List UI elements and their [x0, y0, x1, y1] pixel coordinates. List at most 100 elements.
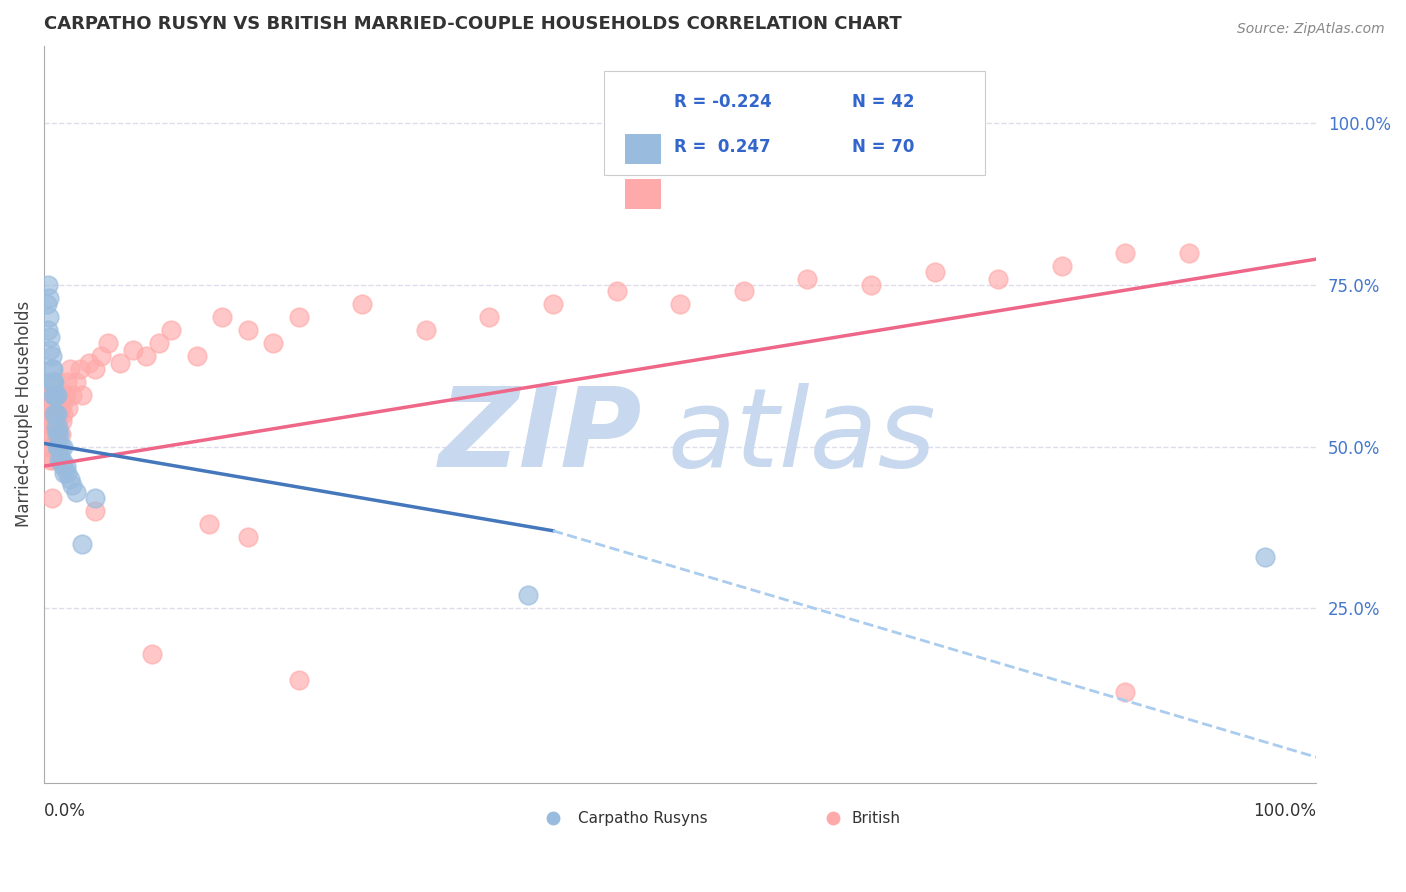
Point — [49, 452, 72, 467]
Point — [55, 388, 77, 402]
Point — [35, 388, 58, 402]
Text: Carpatho Rusyns: Carpatho Rusyns — [578, 811, 709, 826]
Text: N = 70: N = 70 — [852, 138, 914, 156]
Point — [37, 323, 59, 337]
Point — [160, 323, 183, 337]
Point — [45, 375, 67, 389]
Point — [38, 440, 60, 454]
Point — [211, 310, 233, 325]
Text: N = 42: N = 42 — [852, 93, 914, 111]
Point — [859, 277, 882, 292]
Point — [58, 401, 80, 415]
Point — [987, 271, 1010, 285]
Text: 100.0%: 100.0% — [1253, 802, 1316, 820]
Point — [84, 362, 107, 376]
Point — [60, 478, 83, 492]
Point — [352, 297, 374, 311]
Bar — [626, 134, 661, 163]
Text: atlas: atlas — [668, 383, 936, 490]
Point — [42, 440, 65, 454]
Point — [49, 401, 72, 415]
Point — [45, 440, 67, 454]
Text: British: British — [852, 811, 901, 826]
Point — [198, 517, 221, 532]
Point — [51, 452, 73, 467]
Point — [41, 349, 63, 363]
Point — [45, 420, 67, 434]
Point — [41, 362, 63, 376]
Point — [72, 537, 94, 551]
Bar — [626, 178, 661, 209]
Point — [35, 297, 58, 311]
Point — [42, 388, 65, 402]
Text: CARPATHO RUSYN VS BRITISH MARRIED-COUPLE HOUSEHOLDS CORRELATION CHART: CARPATHO RUSYN VS BRITISH MARRIED-COUPLE… — [44, 15, 901, 33]
Text: R = -0.224: R = -0.224 — [673, 93, 772, 111]
Point — [606, 285, 628, 299]
Point — [53, 394, 76, 409]
Point — [49, 426, 72, 441]
Point — [38, 310, 60, 325]
Point — [1114, 245, 1136, 260]
Point — [135, 349, 157, 363]
Point — [42, 362, 65, 376]
Point — [262, 336, 284, 351]
Point — [42, 375, 65, 389]
Point — [46, 420, 69, 434]
Point — [52, 388, 75, 402]
Point — [37, 277, 59, 292]
Point — [236, 530, 259, 544]
Point — [48, 388, 70, 402]
Point — [48, 408, 70, 422]
Point — [49, 440, 72, 454]
Point — [45, 388, 67, 402]
Point — [1178, 245, 1201, 260]
Point — [1254, 549, 1277, 564]
Point — [38, 291, 60, 305]
Point — [52, 459, 75, 474]
Point — [41, 408, 63, 422]
Y-axis label: Married-couple Households: Married-couple Households — [15, 301, 32, 527]
Point — [65, 485, 87, 500]
Point — [148, 336, 170, 351]
Point — [84, 491, 107, 506]
Point — [44, 388, 66, 402]
Point — [37, 426, 59, 441]
Point — [1050, 259, 1073, 273]
Point — [44, 408, 66, 422]
Point — [733, 285, 755, 299]
Point — [41, 491, 63, 506]
Text: ZIP: ZIP — [439, 383, 643, 490]
Point — [236, 323, 259, 337]
Point — [46, 388, 69, 402]
Point — [90, 349, 112, 363]
Point — [58, 472, 80, 486]
Point — [48, 452, 70, 467]
Point — [478, 310, 501, 325]
Point — [541, 297, 564, 311]
Point — [45, 414, 67, 428]
Point — [45, 408, 67, 422]
Point — [77, 355, 100, 369]
Point — [1114, 685, 1136, 699]
Point — [39, 343, 62, 357]
Point — [97, 336, 120, 351]
Point — [46, 440, 69, 454]
Point — [669, 297, 692, 311]
Point — [39, 329, 62, 343]
Point — [52, 408, 75, 422]
Text: R =  0.247: R = 0.247 — [673, 138, 770, 156]
Point — [186, 349, 208, 363]
Point — [69, 362, 91, 376]
Point — [141, 647, 163, 661]
Text: 0.0%: 0.0% — [44, 802, 86, 820]
Point — [55, 459, 77, 474]
Point — [287, 310, 309, 325]
Point — [44, 375, 66, 389]
Point — [45, 408, 67, 422]
Point — [48, 426, 70, 441]
Point — [56, 466, 79, 480]
Point — [39, 452, 62, 467]
Point — [39, 426, 62, 441]
FancyBboxPatch shape — [603, 71, 986, 175]
Point — [45, 408, 67, 422]
